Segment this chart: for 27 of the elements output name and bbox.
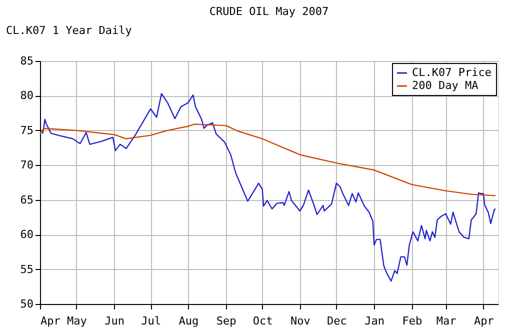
y-tick-label: 55 bbox=[20, 262, 34, 276]
x-tick-label: May bbox=[67, 314, 88, 328]
y-tick-label: 70 bbox=[20, 158, 34, 172]
y-tick-label: 85 bbox=[20, 54, 34, 68]
x-tick-label: Dec bbox=[326, 314, 347, 328]
y-tick-label: 50 bbox=[20, 298, 34, 310]
x-tick-label: Nov bbox=[290, 314, 311, 328]
x-tick-label: Oct bbox=[252, 314, 273, 328]
x-tick-label: Apr bbox=[40, 314, 61, 328]
text: CL.K07 1 Year Daily bbox=[6, 24, 132, 37]
legend-label: 200 Day MA bbox=[412, 79, 479, 92]
line-series bbox=[42, 93, 496, 282]
chart-title: CRUDE OIL May 2007 bbox=[209, 5, 329, 18]
y-tick-label: 75 bbox=[20, 124, 34, 137]
x-tick-label: Apr bbox=[474, 314, 494, 328]
x-tick-label: Mar bbox=[436, 314, 457, 328]
line-series bbox=[39, 124, 496, 196]
x-tick-label: Jun bbox=[104, 314, 125, 328]
x-tick-label: Feb bbox=[402, 314, 422, 328]
legend-label: CL.K07 Price bbox=[412, 66, 492, 79]
y-tick-label: 60 bbox=[20, 228, 34, 242]
x-tick-label: Jan bbox=[364, 314, 385, 328]
x-tick-label: Jul bbox=[141, 314, 161, 328]
x-tick-label: Sep bbox=[216, 314, 236, 328]
x-tick-label: Aug bbox=[178, 314, 199, 328]
y-tick-label: 80 bbox=[20, 89, 34, 102]
y-tick-label: 65 bbox=[20, 193, 34, 206]
